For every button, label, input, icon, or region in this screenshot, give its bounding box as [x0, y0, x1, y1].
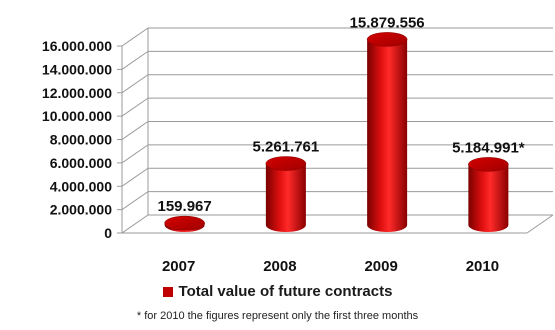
chart-legend: Total value of future contracts	[0, 283, 555, 300]
labels-layer: 0 2.000.000 4.000.000 6.000.000 8.000.000 10.…	[42, 14, 525, 275]
bar-body	[367, 39, 408, 233]
data-label: 159.967	[158, 198, 212, 215]
y-tick-label: 8.000.000	[50, 132, 112, 148]
axis-layer	[117, 28, 554, 234]
y-tick-label: 6.000.000	[50, 155, 112, 171]
bars-layer	[164, 32, 509, 233]
y-tick-label: 14.000.000	[42, 61, 112, 77]
x-tick-label: 2008	[263, 258, 296, 275]
bar-2008	[265, 156, 307, 233]
gridline-side	[121, 191, 149, 211]
gridline-side	[121, 121, 149, 140]
bar-body	[468, 164, 509, 233]
bar-body	[265, 163, 306, 233]
y-tick-label: 0	[104, 225, 112, 241]
y-tick-label: 4.000.000	[50, 178, 112, 194]
data-label: 15.879.556	[350, 14, 425, 31]
bar-2007	[164, 215, 205, 233]
gridline-side	[121, 27, 149, 47]
gridline-side	[121, 50, 149, 70]
bar-top-cap	[366, 32, 408, 47]
bar-top-cap	[265, 156, 307, 171]
floor-right-edge	[526, 214, 554, 234]
data-label: 5.261.761	[253, 139, 320, 156]
footnote: * for 2010 the figures represent only th…	[136, 310, 419, 322]
grid-layer	[121, 27, 553, 234]
y-tick-label: 16.000.000	[42, 38, 112, 54]
x-tick-label: 2007	[162, 258, 195, 275]
gridline-side	[121, 214, 149, 234]
y-tick-label: 2.000.000	[50, 202, 112, 218]
x-tick-label: 2009	[364, 258, 397, 275]
legend-label: Total value of future contracts	[178, 283, 393, 300]
legend-swatch	[162, 287, 173, 297]
x-tick-label: 2010	[466, 258, 499, 275]
gridline-side	[121, 74, 149, 94]
y-tick-label: 10.000.000	[42, 108, 112, 124]
data-label: 5.184.991*	[452, 139, 525, 156]
bar-2009	[366, 32, 408, 233]
bar-top-cap	[468, 157, 509, 172]
gridline-side	[121, 144, 149, 164]
bar-2010	[468, 157, 509, 233]
bar-top-cap	[164, 215, 205, 231]
gridline-side	[121, 97, 149, 117]
gridline-side	[121, 167, 149, 187]
y-tick-label: 12.000.000	[42, 85, 112, 101]
